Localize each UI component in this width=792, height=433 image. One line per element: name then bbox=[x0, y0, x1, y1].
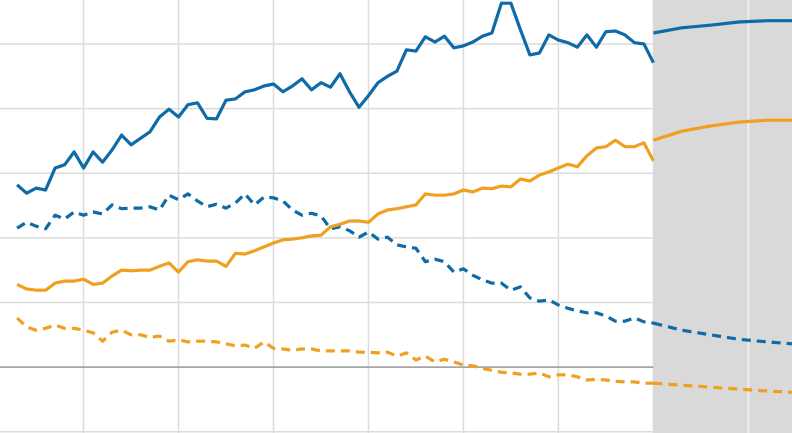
series-line bbox=[16, 192, 654, 325]
projection-shade bbox=[653, 0, 792, 433]
series-line bbox=[653, 19, 792, 35]
series-line bbox=[16, 1, 655, 195]
series-line bbox=[16, 138, 655, 292]
series-line bbox=[652, 118, 792, 142]
series-line bbox=[15, 316, 654, 385]
series-line bbox=[653, 381, 792, 394]
